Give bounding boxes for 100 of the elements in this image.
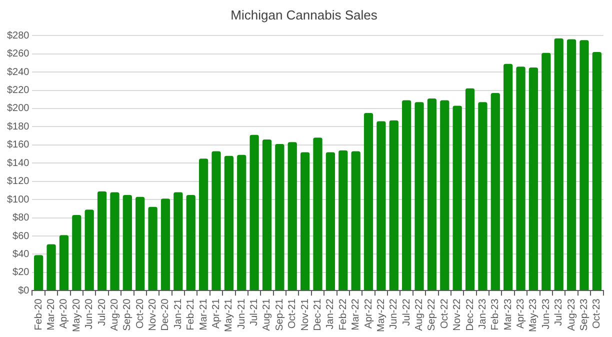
bar <box>440 100 450 290</box>
x-tick-label: Oct-23 <box>592 298 603 329</box>
x-tick-label: Sep-21 <box>274 298 286 331</box>
x-tick-label: Jun-21 <box>236 298 248 330</box>
bar <box>542 52 551 290</box>
bar <box>465 88 475 290</box>
x-tick-label: Dec-22 <box>464 298 476 331</box>
y-tick-label: $260 <box>6 48 30 60</box>
bar <box>262 139 272 290</box>
y-tick-label: $120 <box>6 176 30 188</box>
bar <box>224 156 234 290</box>
x-tick-label: Jul-21 <box>249 298 260 326</box>
bar <box>237 154 246 290</box>
x-tick-label: May-21 <box>224 298 235 332</box>
x-tick-label: Feb-23 <box>490 298 502 330</box>
x-tick-label: Apr-22 <box>363 298 374 329</box>
bar <box>110 192 120 290</box>
bar <box>389 120 398 290</box>
bar <box>300 152 310 290</box>
y-tick-label: $80 <box>12 212 30 224</box>
x-tick-label: May-23 <box>528 298 540 332</box>
y-tick-label: $140 <box>6 158 30 169</box>
x-tick-label: Nov-21 <box>300 298 311 331</box>
bar <box>212 151 221 290</box>
bar <box>122 195 132 290</box>
x-tick-label: Jun-20 <box>84 298 96 330</box>
y-tick-label: $160 <box>6 140 30 151</box>
bar <box>414 102 424 290</box>
x-tick-label: Apr-23 <box>516 298 527 329</box>
x-tick-label: Feb-20 <box>33 298 44 330</box>
y-tick-label: $240 <box>6 66 30 78</box>
bar <box>275 144 284 290</box>
x-tick-label: Sep-22 <box>426 298 438 331</box>
bar <box>250 134 259 290</box>
x-tick-label: Mar-20 <box>46 298 58 330</box>
bar <box>136 196 145 290</box>
x-tick-label: Jun-23 <box>540 298 552 330</box>
y-tick-label: $180 <box>6 121 30 132</box>
bar <box>97 191 107 290</box>
x-tick-label: Jun-22 <box>388 298 400 330</box>
x-tick-label: Jan-21 <box>172 298 184 330</box>
x-tick-label: Apr-20 <box>58 298 70 329</box>
x-tick-label: Jul-23 <box>554 298 565 326</box>
x-tick-label: Jan-22 <box>325 298 336 330</box>
x-tick-label: Jul-22 <box>401 298 412 326</box>
bar <box>364 113 374 290</box>
x-tick-label: Aug-20 <box>109 298 120 331</box>
bar <box>59 235 69 290</box>
x-tick-label: Nov-20 <box>148 298 159 331</box>
y-tick-label: $100 <box>6 194 30 206</box>
x-tick-label: Dec-20 <box>160 298 172 331</box>
x-tick-label: Oct-22 <box>439 298 450 329</box>
bar <box>313 138 322 290</box>
x-tick-label: Sep-20 <box>122 298 134 331</box>
x-tick-label: Mar-21 <box>198 298 210 330</box>
y-tick-label: $280 <box>6 30 30 42</box>
x-tick-label: Oct-21 <box>287 298 298 329</box>
bar <box>427 98 437 290</box>
x-tick-label: Jan-23 <box>477 298 488 330</box>
x-tick-label: Oct-20 <box>134 298 146 329</box>
x-tick-label: Aug-21 <box>262 298 273 331</box>
bar <box>34 255 44 290</box>
chart-title: Michigan Cannabis Sales <box>230 7 378 22</box>
bar <box>72 215 82 290</box>
bar <box>376 121 386 290</box>
bar <box>338 150 348 290</box>
bar <box>46 244 56 290</box>
bar <box>174 192 183 290</box>
bar <box>351 151 360 290</box>
bar <box>186 195 196 290</box>
y-tick-label: $0 <box>18 285 30 296</box>
bar <box>580 40 589 290</box>
bar <box>554 38 564 290</box>
bar <box>504 64 513 290</box>
y-tick-label: $20 <box>12 267 30 278</box>
x-tick-label: May-20 <box>71 298 82 332</box>
bar <box>148 206 158 290</box>
x-tick-label: Nov-22 <box>452 298 464 331</box>
y-tick-label: $200 <box>6 103 30 114</box>
bar <box>198 158 208 290</box>
x-tick-label: Sep-23 <box>578 298 590 331</box>
x-tick-label: Feb-22 <box>338 298 349 330</box>
bar <box>516 66 526 290</box>
x-tick-label: Mar-23 <box>502 298 514 330</box>
x-tick-label: May-22 <box>376 298 387 332</box>
x-tick-label: Aug-23 <box>566 298 578 331</box>
bar <box>478 102 488 290</box>
x-tick-label: Apr-21 <box>210 298 222 329</box>
bar <box>288 142 297 290</box>
bar <box>84 210 94 290</box>
bar <box>452 106 462 290</box>
bar <box>592 52 602 290</box>
bar <box>160 198 170 290</box>
bar <box>490 92 500 290</box>
bar <box>326 152 336 290</box>
x-tick-label: Aug-22 <box>414 298 426 331</box>
x-tick-label: Feb-21 <box>186 298 197 330</box>
x-tick-label: Mar-22 <box>350 298 362 330</box>
y-tick-label: $40 <box>12 248 30 260</box>
x-tick-label: Jul-20 <box>96 298 108 326</box>
